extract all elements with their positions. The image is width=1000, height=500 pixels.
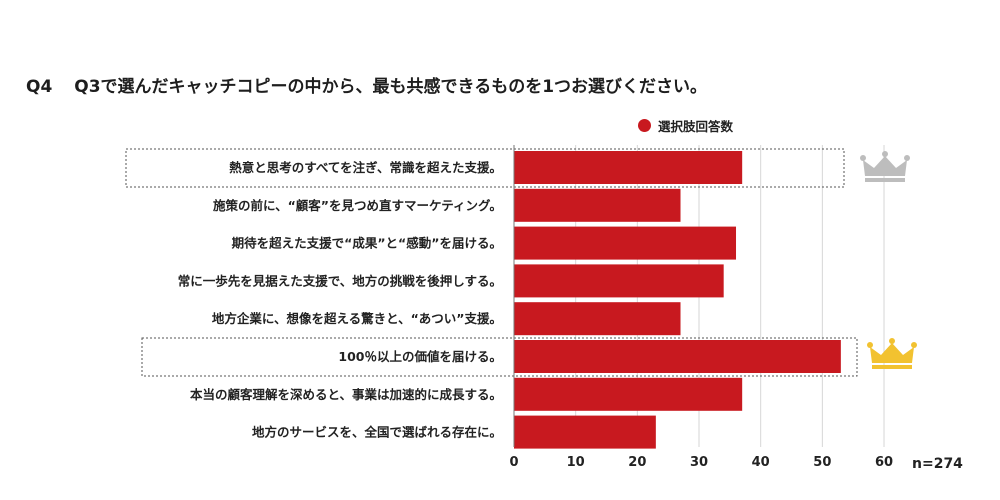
x-tick-label: 0 <box>509 455 518 470</box>
gold-crown-icon <box>867 338 917 369</box>
x-tick-label: 20 <box>628 455 646 470</box>
x-tick-label: 50 <box>813 455 831 470</box>
question-title: Q4 Q3で選んだキャッチコピーの中から、最も共感できるものを1つお選びください。 <box>26 72 707 97</box>
question-text: Q3で選んだキャッチコピーの中から、最も共感できるものを1つお選びください。 <box>74 77 708 97</box>
category-label: 熱意と思考のすべてを注ぎ、常識を超えた支援。 <box>229 160 502 175</box>
bar <box>514 340 841 373</box>
silver-crown-icon <box>860 151 910 182</box>
category-label: 期待を超えた支援で“成果”と“感動”を届ける。 <box>232 236 502 251</box>
category-label: 本当の顧客理解を深めると、事業は加速的に成長する。 <box>190 387 502 402</box>
bar <box>514 377 743 411</box>
highlight-box <box>125 148 845 188</box>
x-tick-label: 60 <box>875 455 893 470</box>
category-label: 地方企業に、想像を超える驚きと、“あつい”支援。 <box>212 311 502 326</box>
x-tick-label: 40 <box>752 455 770 470</box>
category-label: 常に一歩先を見据えた支援で、地方の挑戦を後押しする。 <box>178 273 502 288</box>
highlight-box <box>141 337 858 377</box>
x-tick-label: 10 <box>567 455 585 470</box>
legend-marker-icon <box>638 119 651 132</box>
category-label: 100％以上の価値を届ける。 <box>338 349 502 364</box>
bar <box>514 415 656 449</box>
sample-size: n=274 <box>912 456 963 472</box>
category-label: 施策の前に、“顧客”を見つめ直すマーケティング。 <box>213 198 502 213</box>
bar <box>514 188 681 222</box>
legend-label: 選択肢回答数 <box>658 119 734 134</box>
bar <box>514 226 737 260</box>
chart-legend: 選択肢回答数 <box>638 116 733 135</box>
bar <box>514 151 743 184</box>
category-label: 地方のサービスを、全国で選ばれる存在に。 <box>252 425 502 440</box>
bar <box>514 302 681 336</box>
x-tick-label: 30 <box>690 455 708 470</box>
bar <box>514 264 724 298</box>
question-number: Q4 <box>26 77 53 97</box>
